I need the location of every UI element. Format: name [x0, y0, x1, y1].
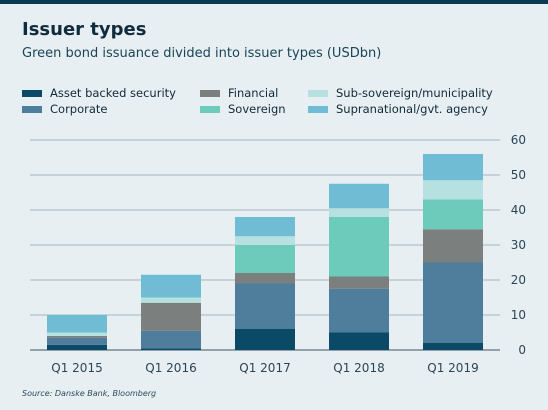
bar-segment	[329, 183, 389, 209]
legend-item-asset-backed: Asset backed security	[22, 86, 176, 100]
legend-swatch	[308, 89, 328, 97]
bar-segment	[423, 199, 483, 230]
bar-segment	[235, 236, 295, 245]
bar-segment	[47, 337, 107, 345]
legend-item-sovereign: Sovereign	[200, 102, 286, 116]
bar-segment	[47, 315, 107, 333]
y-tick-label: 0	[518, 343, 526, 357]
x-tick-label: Q1 2018	[333, 361, 384, 375]
bar-segment	[47, 332, 107, 336]
legend-label: Financial	[228, 86, 279, 100]
legend-label: Sovereign	[228, 102, 286, 116]
bar-segment	[423, 180, 483, 200]
bar-segment	[141, 348, 201, 350]
legend-swatch	[22, 105, 42, 113]
y-tick-label: 20	[511, 273, 526, 287]
legend-swatch	[22, 89, 42, 97]
bar-segment	[423, 229, 483, 263]
y-tick-label: 10	[511, 308, 526, 322]
chart-title: Issuer types	[22, 19, 147, 40]
bar-segment	[329, 332, 389, 350]
y-tick-label: 60	[511, 133, 526, 147]
x-tick-label: Q1 2017	[239, 361, 290, 375]
bar-segment	[423, 154, 483, 181]
legend-label: Sub-sovereign/municipality	[336, 86, 493, 100]
legend-item-supranational: Supranational/gvt. agency	[308, 102, 488, 116]
bar-segment	[141, 297, 201, 303]
y-tick-label: 30	[511, 238, 526, 252]
top-rule	[0, 0, 548, 4]
legend-swatch	[308, 105, 328, 113]
bar-segment	[235, 217, 295, 237]
bar-segment	[141, 302, 201, 331]
legend-label: Supranational/gvt. agency	[336, 102, 488, 116]
y-tick-label: 40	[511, 203, 526, 217]
legend-item-financial: Financial	[200, 86, 278, 100]
legend-label: Corporate	[50, 102, 108, 116]
bar-segment	[47, 344, 107, 350]
y-tick-label: 50	[511, 168, 526, 182]
x-tick-label: Q1 2019	[427, 361, 478, 375]
bar-segment	[141, 330, 201, 349]
legend-item-corporate: Corporate	[22, 102, 108, 116]
source-note: Source: Danske Bank, Bloomberg	[22, 389, 157, 398]
bar-segment	[235, 273, 295, 284]
bar-segment	[329, 276, 389, 289]
x-tick-label: Q1 2016	[145, 361, 196, 375]
legend-label: Asset backed security	[50, 86, 176, 100]
bar-segment	[329, 208, 389, 217]
legend-swatch	[200, 105, 220, 113]
legend-swatch	[200, 89, 220, 97]
bar-segment	[329, 217, 389, 277]
bar-segment	[235, 283, 295, 329]
bar-segment	[141, 274, 201, 298]
bar-segment	[235, 245, 295, 273]
bar-segment	[329, 288, 389, 333]
bar-segment	[47, 336, 107, 338]
legend-item-sub-sovereign: Sub-sovereign/municipality	[308, 86, 493, 100]
bar-segment	[423, 262, 483, 343]
x-tick-label: Q1 2015	[51, 361, 102, 375]
bar-segment	[423, 343, 483, 350]
bar-segment	[235, 329, 295, 350]
chart-subtitle: Green bond issuance divided into issuer …	[22, 46, 382, 61]
